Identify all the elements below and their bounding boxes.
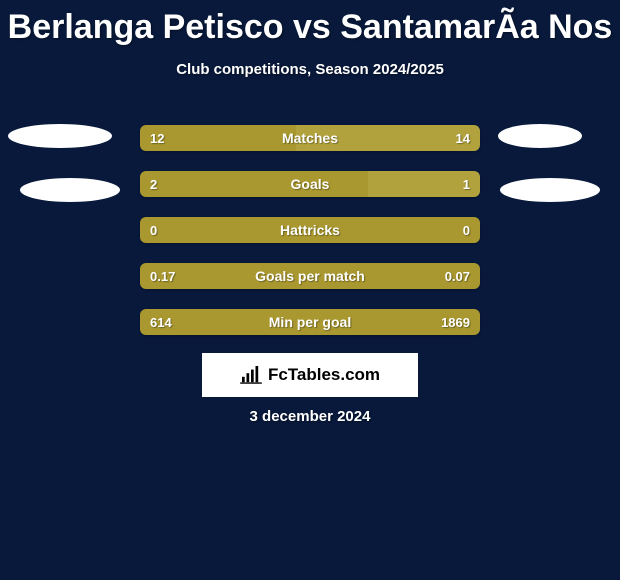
player-ellipse-3 — [500, 178, 600, 202]
comparison-infographic: Berlanga Petisco vs SantamarÃ­a Nos Club… — [0, 0, 620, 580]
stat-bars: 1214Matches 21Goals 00Hattricks 0.170.07Goa… — [140, 125, 480, 355]
stat-bar-left — [140, 171, 368, 197]
date-text: 3 december 2024 — [0, 408, 620, 425]
stat-bar-right — [296, 125, 480, 151]
stat-bar-left — [140, 309, 480, 335]
player-ellipse-2 — [498, 124, 582, 148]
player-ellipse-1 — [20, 178, 120, 202]
stat-row: 6141869Min per goal — [140, 309, 480, 335]
stat-row: 0.170.07Goals per match — [140, 263, 480, 289]
bar-chart-icon — [240, 366, 262, 384]
stat-row: 1214Matches — [140, 125, 480, 151]
stat-bar-left — [140, 125, 296, 151]
subtitle: Club competitions, Season 2024/2025 — [0, 61, 620, 78]
logo-box: FcTables.com — [202, 353, 418, 397]
stat-row: 00Hattricks — [140, 217, 480, 243]
stat-bar-left — [140, 263, 480, 289]
logo-text: FcTables.com — [268, 365, 380, 385]
page-title: Berlanga Petisco vs SantamarÃ­a Nos — [0, 0, 620, 47]
stat-bar-left — [140, 217, 480, 243]
player-ellipse-0 — [8, 124, 112, 148]
stat-bar-right — [368, 171, 480, 197]
stat-row: 21Goals — [140, 171, 480, 197]
